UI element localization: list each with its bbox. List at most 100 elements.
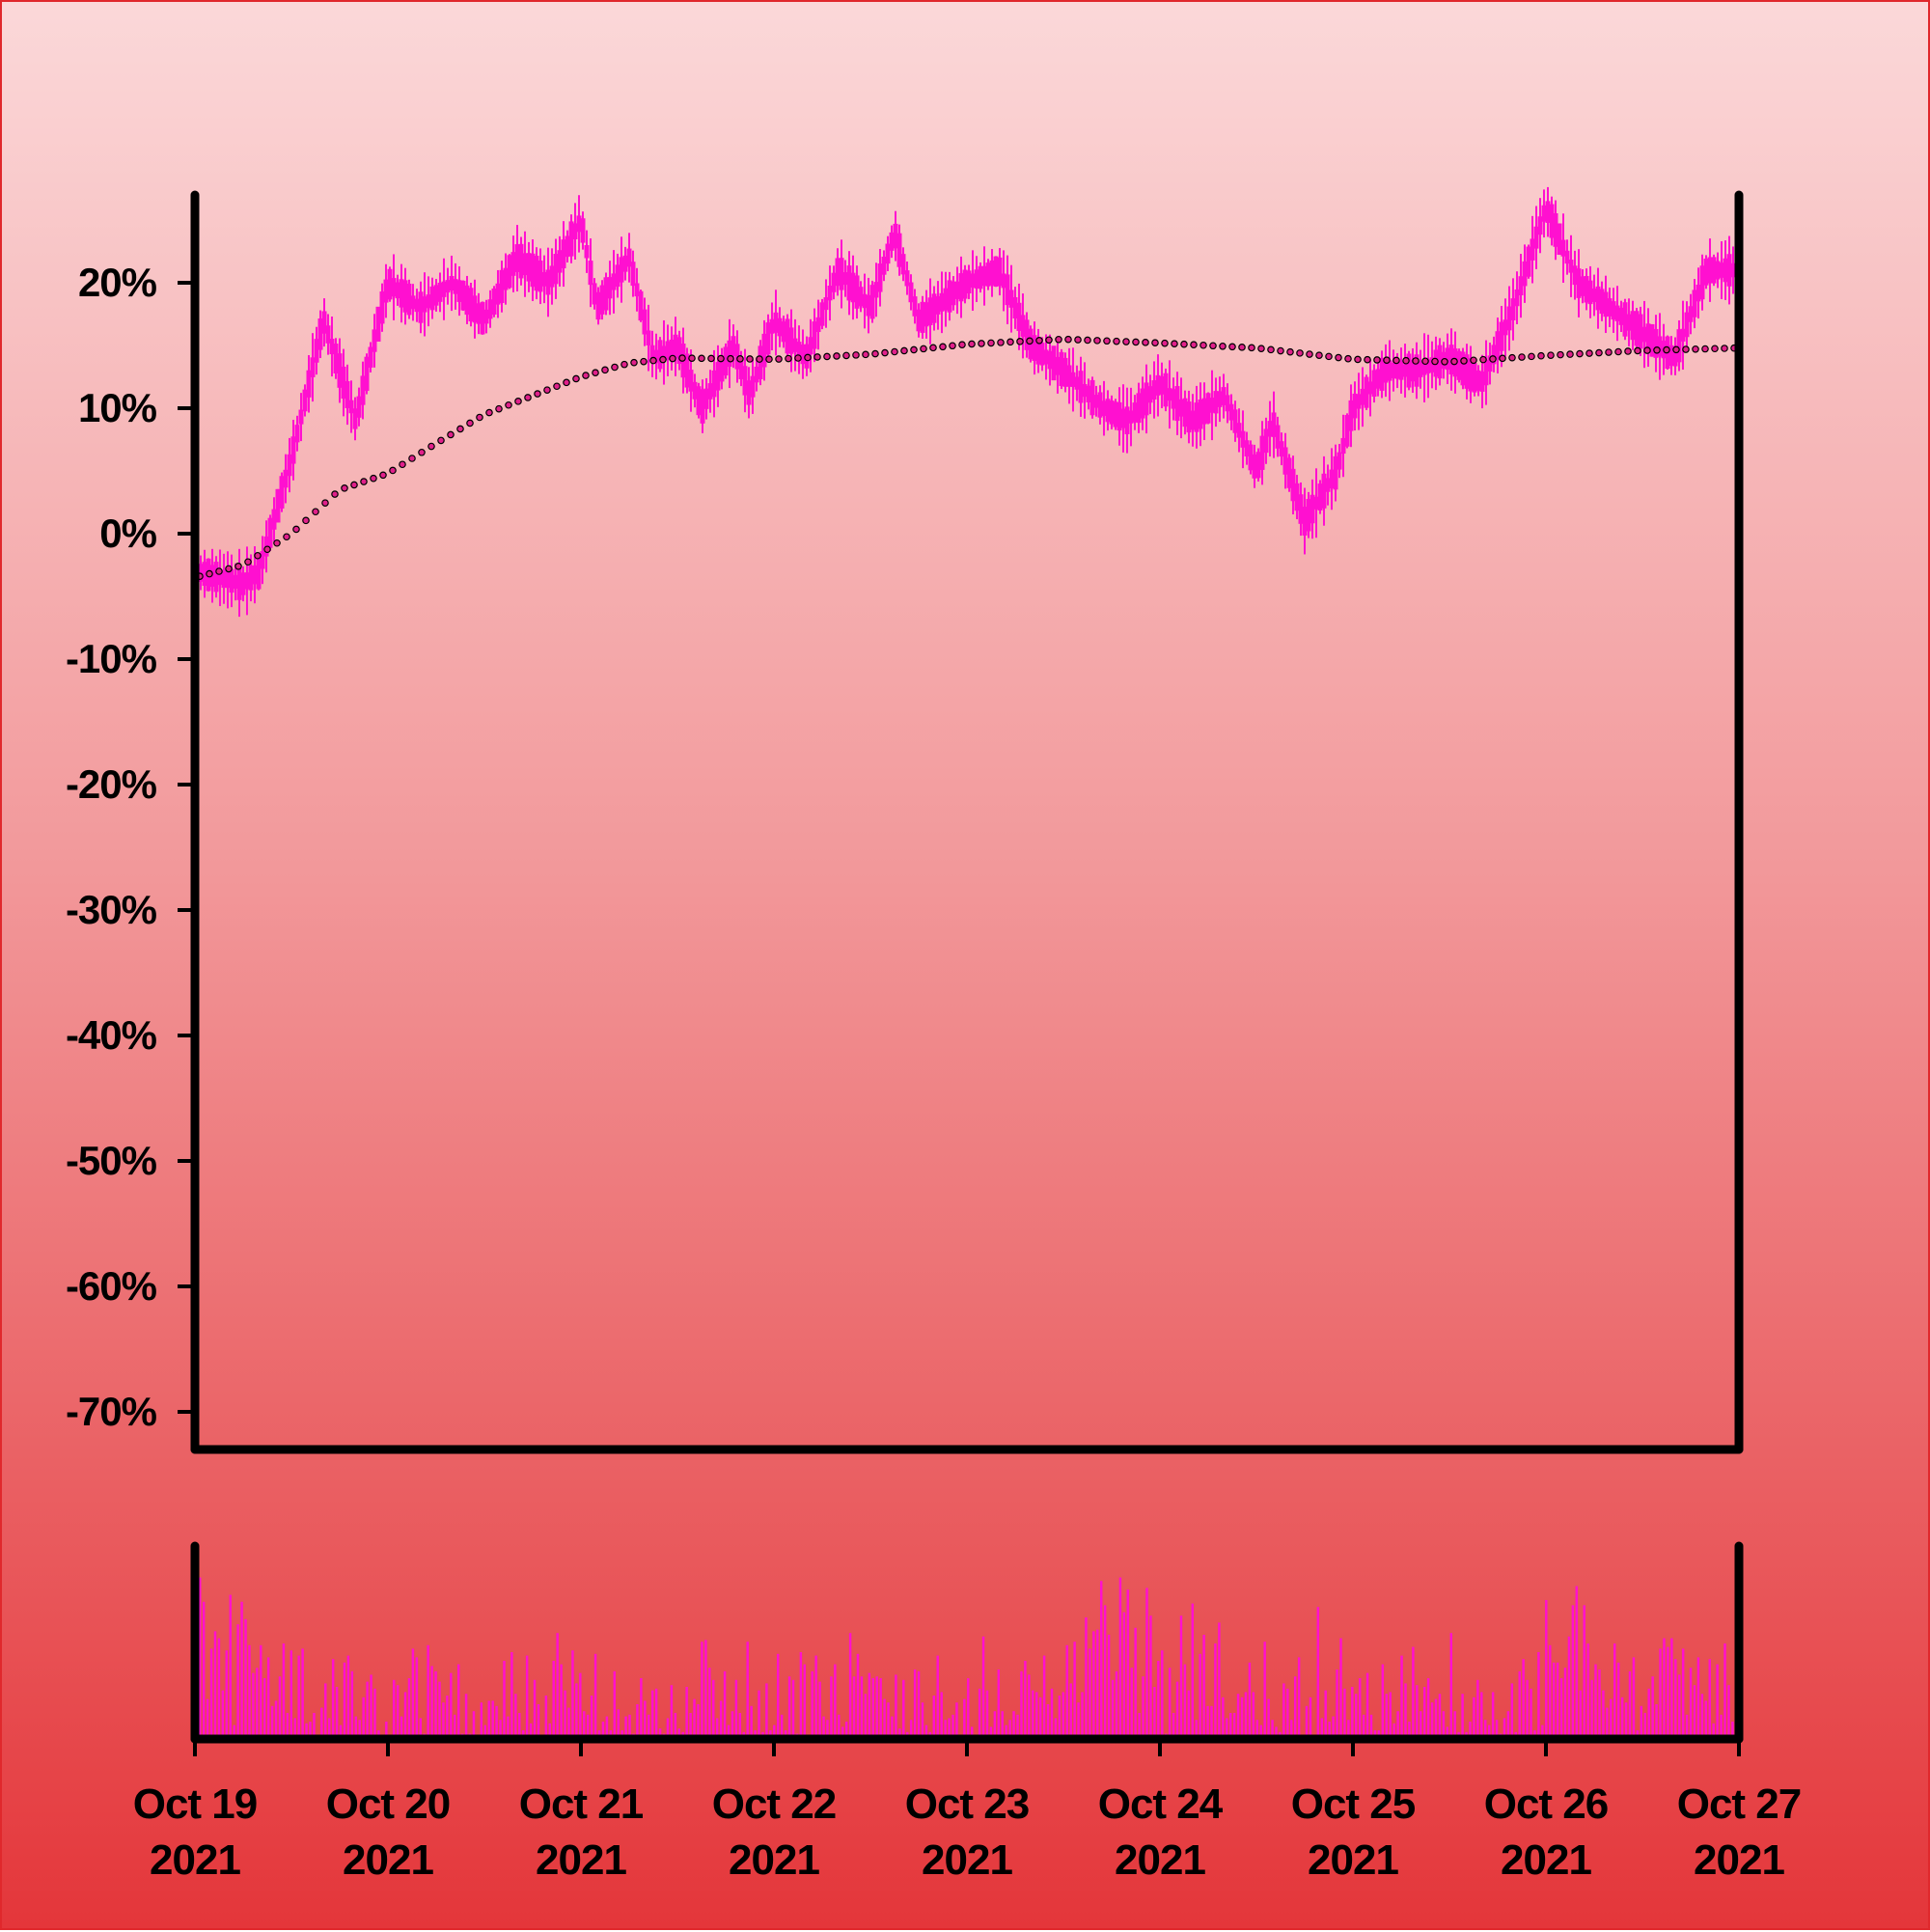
price-bar — [530, 253, 536, 288]
price-bar — [638, 290, 644, 321]
price-bar — [1425, 359, 1431, 373]
trend-dot — [1547, 351, 1555, 359]
volume-bar — [1616, 1662, 1620, 1739]
volume-bar — [1480, 1692, 1483, 1739]
volume-bar — [266, 1657, 270, 1739]
price-bar — [603, 277, 609, 311]
volume-bar — [1199, 1653, 1201, 1739]
volume-bar — [1408, 1722, 1411, 1739]
price-bar — [1576, 268, 1582, 298]
price-bar — [1008, 290, 1014, 308]
volume-bar — [1118, 1577, 1122, 1739]
volume-bar — [206, 1698, 209, 1739]
volume-bar — [1005, 1725, 1007, 1739]
volume-bar — [997, 1670, 1001, 1739]
volume-bar — [1222, 1697, 1225, 1739]
volume-bar — [1510, 1683, 1514, 1739]
volume-bar — [799, 1652, 803, 1739]
price-bar — [514, 244, 520, 272]
price-bar — [1059, 351, 1064, 387]
volume-bar — [1640, 1705, 1643, 1739]
volume-bar — [704, 1640, 707, 1739]
volume-bar — [811, 1670, 813, 1739]
trend-dot — [1672, 345, 1680, 354]
price-bar — [885, 243, 891, 264]
trend-dot — [1373, 356, 1381, 364]
volume-bar — [1016, 1714, 1019, 1739]
price-bar — [329, 338, 335, 355]
price-bar — [592, 283, 597, 305]
price-bar — [866, 294, 871, 317]
volume-bar — [644, 1700, 647, 1739]
volume-bar — [1655, 1704, 1658, 1739]
volume-bar — [617, 1709, 620, 1739]
volume-bar — [1678, 1674, 1681, 1739]
price-bar — [1680, 328, 1686, 342]
volume-bar — [818, 1681, 821, 1739]
trend-dot — [370, 474, 377, 483]
y-tick-label: 20% — [78, 260, 157, 305]
volume-bar — [773, 1725, 776, 1739]
trend-dot — [273, 538, 281, 547]
price-bar — [1638, 314, 1643, 349]
volume-bar — [290, 1650, 293, 1739]
price-bar — [1325, 478, 1331, 492]
volume-bar — [1491, 1692, 1495, 1739]
volume-bar — [1420, 1711, 1422, 1739]
trend-dot — [283, 533, 290, 541]
price-bar — [1719, 262, 1724, 278]
y-tick-label: -20% — [66, 761, 157, 807]
price-bar — [908, 282, 914, 303]
x-tick-label: Oct 25 — [1291, 1780, 1416, 1828]
volume-bar — [320, 1707, 323, 1739]
price-bar — [225, 571, 231, 589]
price-bar — [1676, 329, 1682, 363]
price-bar — [541, 271, 547, 287]
volume-bar — [1579, 1690, 1582, 1739]
volume-bar — [464, 1694, 468, 1739]
volume-bar — [613, 1670, 616, 1739]
trend-dot — [495, 404, 503, 413]
price-bar — [468, 288, 474, 322]
trend-dot — [717, 354, 725, 363]
price-bar — [1101, 400, 1107, 417]
price-bar — [1313, 496, 1319, 510]
price-bar — [997, 257, 1003, 287]
volume-bar — [1293, 1676, 1297, 1739]
volume-bar — [529, 1723, 533, 1739]
price-bar — [703, 388, 709, 409]
price-bar — [1699, 265, 1705, 300]
trend-dot — [775, 355, 783, 363]
price-bar — [1418, 361, 1423, 377]
price-bar — [754, 367, 759, 383]
price-bar — [646, 330, 651, 345]
volume-bar — [335, 1687, 339, 1739]
price-bar — [1236, 423, 1242, 438]
price-bar — [839, 258, 844, 290]
price-bar — [692, 381, 698, 400]
volume-bar — [1412, 1646, 1415, 1739]
price-bar — [1530, 238, 1535, 261]
trend-dot — [1103, 337, 1111, 345]
price-bar — [429, 286, 435, 311]
trend-dot — [563, 378, 570, 387]
price-bar — [1360, 388, 1365, 405]
volume-bar — [560, 1664, 563, 1739]
volume-bar — [601, 1722, 605, 1739]
price-bar — [1213, 391, 1219, 414]
volume-bar — [913, 1670, 917, 1739]
volume-bar — [514, 1694, 517, 1739]
volume-bar — [879, 1678, 882, 1739]
price-bar — [1603, 291, 1609, 317]
volume-bar — [1442, 1711, 1446, 1739]
price-bar — [364, 356, 370, 392]
trend-dot — [1692, 345, 1699, 353]
volume-bar — [1226, 1718, 1228, 1739]
volume-bar — [518, 1713, 521, 1739]
trend-dot — [1537, 351, 1545, 360]
volume-bar — [313, 1713, 316, 1739]
trend-dot — [379, 471, 387, 480]
volume-bar — [1674, 1659, 1677, 1739]
volume-bar — [883, 1698, 886, 1739]
volume-bar — [571, 1650, 574, 1739]
